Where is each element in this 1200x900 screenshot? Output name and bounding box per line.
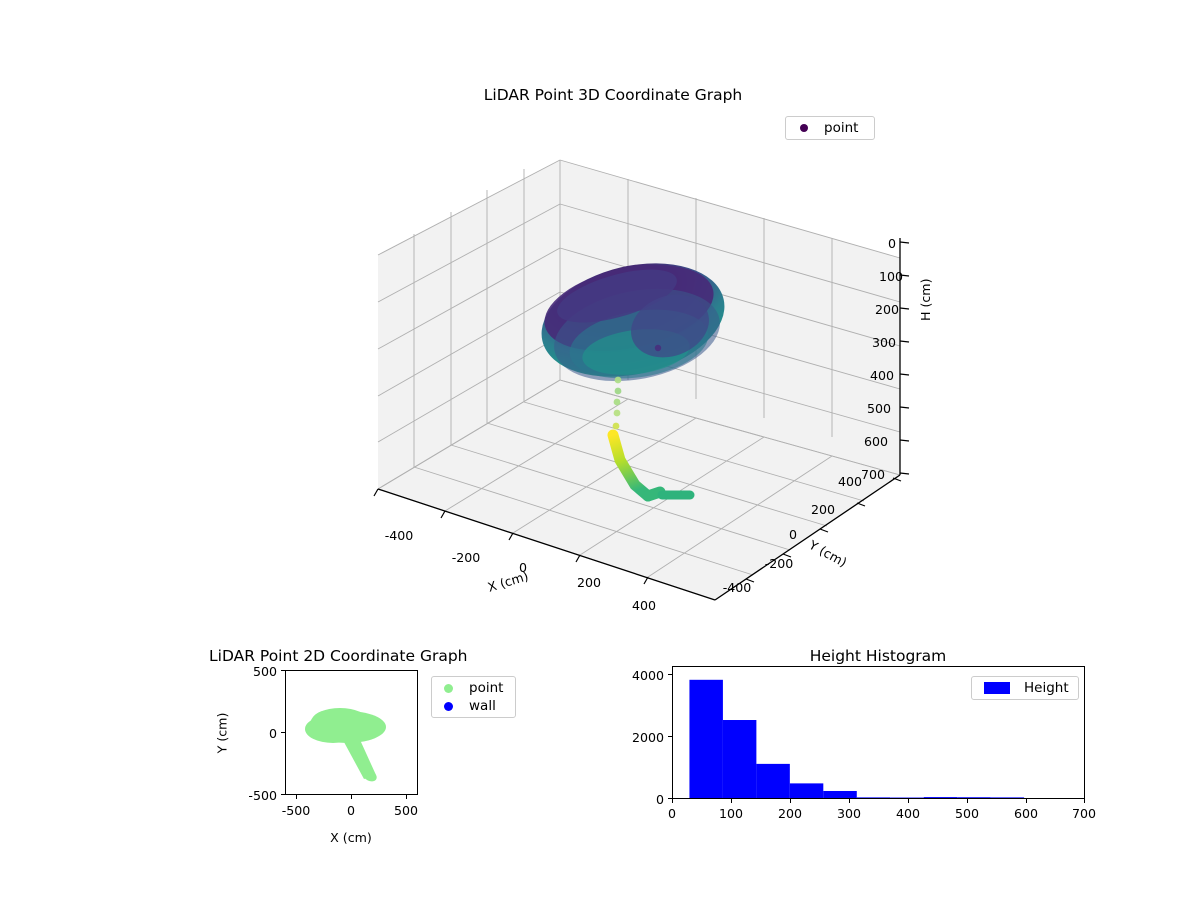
histogram-bar [923, 797, 958, 798]
xtick-label-hist-3: 300 [836, 806, 862, 821]
xtick-label-2d-0: -500 [281, 803, 311, 818]
ztick-label-3d-3: 300 [872, 335, 897, 350]
ztick-label-3d-6: 600 [864, 434, 889, 449]
legend-point-marker-icon [800, 124, 808, 132]
xtick-label-hist-1: 100 [718, 806, 744, 821]
histogram-bar [823, 790, 857, 798]
legend-point-swatch-icon [444, 683, 453, 693]
legend-histogram: Height [971, 676, 1079, 700]
histogram-bar [957, 797, 991, 798]
legend-2d-label-0: point [469, 680, 504, 696]
ztick-label-3d-5: 500 [867, 401, 892, 416]
histogram-bar [756, 763, 790, 798]
xtick-label-hist-4: 400 [895, 806, 921, 821]
ytick-mark-hist-2 [668, 674, 672, 676]
xtick-label-hist-2: 200 [777, 806, 803, 821]
legend-3d: point [785, 116, 875, 140]
ytick-label-3d-4: 400 [837, 474, 863, 489]
xtick-mark-2d-2 [406, 795, 408, 799]
ytick-label-2d-0: 500 [252, 664, 277, 679]
ztick-label-3d-0: 0 [888, 236, 897, 251]
ytick-mark-2d-2 [281, 794, 285, 796]
ytick-label-hist-2: 4000 [631, 668, 664, 683]
legend-wall-swatch-icon [444, 701, 453, 711]
ytick-label-2d-1: 0 [268, 726, 277, 741]
point-cloud-3d [541, 263, 725, 503]
ytick-label-3d-0: -400 [722, 580, 752, 595]
xtick-mark-hist-2 [790, 799, 792, 803]
histogram-bars [689, 679, 1025, 798]
histogram-bar [789, 783, 824, 798]
ytick-mark-2d-1 [281, 732, 285, 734]
xtick-mark-hist-7 [1084, 799, 1086, 803]
ytick-label-3d-3: 200 [810, 502, 836, 517]
xtick-mark-hist-3 [849, 799, 851, 803]
ytick-label-2d-2: -500 [248, 788, 277, 803]
zaxis-label-3d: H (cm) [918, 278, 933, 322]
histogram-bar [689, 679, 723, 798]
ytick-label-hist-0: 0 [655, 792, 664, 807]
xtick-label-3d-3: 200 [576, 575, 602, 590]
lidar-2d-axes[interactable] [285, 670, 418, 795]
histogram-bar [990, 797, 1025, 798]
lidar-3d-axes[interactable] [330, 130, 950, 630]
legend-3d-label: point [824, 120, 859, 136]
xtick-mark-hist-5 [967, 799, 969, 803]
ztick-marks-3d [899, 241, 910, 475]
ztick-label-3d-7: 700 [861, 467, 886, 482]
legend-height-patch-icon [984, 682, 1010, 694]
ytick-mark-2d-0 [281, 670, 285, 672]
legend-2d: point wall [431, 676, 516, 718]
xtick-mark-hist-4 [908, 799, 910, 803]
xtick-mark-hist-0 [672, 799, 674, 803]
xtick-label-hist-7: 700 [1071, 806, 1097, 821]
xaxis-label-2d: X (cm) [330, 830, 372, 845]
xtick-marks-3d [373, 488, 649, 585]
yaxis-label-2d: Y (cm) [214, 712, 230, 754]
panel-hist-title: Height Histogram [809, 647, 947, 665]
xtick-label-hist-6: 600 [1013, 806, 1039, 821]
xtick-label-hist-5: 500 [954, 806, 980, 821]
xtick-label-hist-0: 0 [667, 806, 677, 821]
panel-3d-title: LiDAR Point 3D Coordinate Graph [483, 86, 743, 104]
legend-histogram-label: Height [1024, 680, 1069, 696]
xtick-mark-hist-6 [1026, 799, 1028, 803]
legend-2d-row-point: point [438, 679, 503, 697]
axis-spines-3d [377, 238, 901, 601]
pane-back [560, 160, 900, 475]
xtick-label-3d-0: -400 [384, 528, 414, 543]
legend-2d-row-wall: wall [438, 697, 496, 715]
xtick-label-2d-2: 500 [393, 803, 419, 818]
xtick-label-3d-1: -200 [451, 550, 481, 565]
xtick-label-2d-1: 0 [346, 803, 356, 818]
ytick-mark-hist-0 [668, 798, 672, 800]
panel-2d-title: LiDAR Point 2D Coordinate Graph [209, 647, 468, 665]
ytick-label-3d-1: -200 [764, 556, 794, 571]
xtick-label-3d-2: 0 [518, 560, 528, 575]
ztick-label-3d-1: 100 [879, 269, 904, 284]
ytick-mark-hist-1 [668, 736, 672, 738]
histogram-bar [722, 720, 757, 798]
xtick-mark-hist-1 [731, 799, 733, 803]
ztick-label-3d-4: 400 [870, 368, 895, 383]
point-cloud-2d [305, 708, 386, 782]
ztick-label-3d-2: 200 [875, 302, 900, 317]
ytick-marks-3d [745, 477, 902, 583]
legend-2d-label-1: wall [469, 698, 496, 714]
xtick-label-3d-4: 400 [631, 598, 657, 613]
ytick-label-3d-2: 0 [788, 527, 798, 542]
xtick-mark-2d-0 [296, 795, 298, 799]
xtick-mark-2d-1 [351, 795, 353, 799]
ytick-label-hist-1: 2000 [631, 730, 664, 745]
histogram-bar [856, 797, 891, 798]
